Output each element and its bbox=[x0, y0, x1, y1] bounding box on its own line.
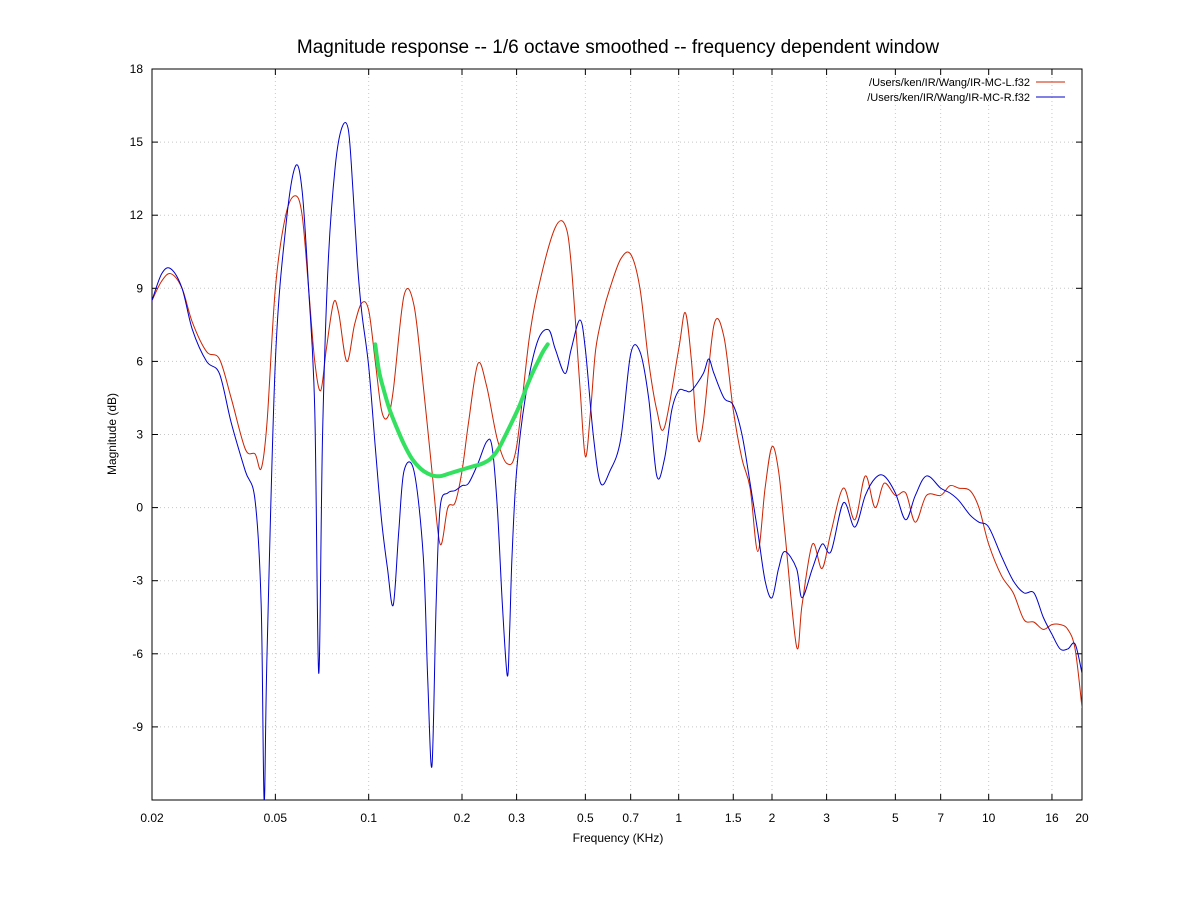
x-tick-label-1: 1 bbox=[675, 811, 682, 825]
chart-title: Magnitude response -- 1/6 octave smoothe… bbox=[297, 37, 939, 58]
series-left-channel-line bbox=[152, 195, 1082, 708]
y-axis-label: Magnitude (dB) bbox=[105, 393, 119, 475]
x-tick-label-0-02: 0.02 bbox=[140, 811, 164, 825]
x-tick-label-3: 3 bbox=[823, 811, 830, 825]
y-tick-label-6: -6 bbox=[132, 647, 143, 661]
x-tick-labels: 0.02 0.05 0.1 0.2 0.3 0.5 0.7 1 1.5 2 3 5 7 10 16 20 bbox=[140, 811, 1089, 825]
series-layer bbox=[152, 121, 1082, 800]
x-tick-label-10: 10 bbox=[982, 811, 996, 825]
x-tick-label-1-5: 1.5 bbox=[725, 811, 742, 825]
series-right-channel-line bbox=[152, 121, 1082, 800]
x-tick-label-0-5: 0.5 bbox=[577, 811, 594, 825]
annotation-green-curve bbox=[373, 342, 550, 479]
x-tick-label-20: 20 bbox=[1075, 811, 1089, 825]
x-tick-label-0-2: 0.2 bbox=[454, 811, 471, 825]
y-tick-label-12: 12 bbox=[130, 208, 144, 222]
x-tick-label-2: 2 bbox=[769, 811, 776, 825]
y-tick-labels: 18 15 12 9 6 3 0 -3 -6 -9 bbox=[130, 62, 144, 734]
x-tick-label-0-05: 0.05 bbox=[264, 811, 288, 825]
grid bbox=[152, 69, 1082, 800]
legend-label-right-channel: /Users/ken/IR/Wang/IR-MC-R.f32 bbox=[867, 92, 1030, 104]
y-tick-label-18: 18 bbox=[130, 62, 144, 76]
x-axis-label: Frequency (KHz) bbox=[573, 831, 664, 845]
y-tick-label-9: 9 bbox=[136, 281, 143, 295]
x-tick-label-7: 7 bbox=[937, 811, 944, 825]
x-tick-label-5: 5 bbox=[892, 811, 899, 825]
y-tick-label-0: 0 bbox=[136, 501, 143, 515]
y-tick-label-15: 15 bbox=[130, 135, 144, 149]
y-tick-label-3: -3 bbox=[132, 574, 143, 588]
y-tick-label-3: 3 bbox=[136, 428, 143, 442]
x-tick-label-0-1: 0.1 bbox=[360, 811, 377, 825]
legend-label-left-channel: /Users/ken/IR/Wang/IR-MC-L.f32 bbox=[869, 77, 1030, 89]
x-tick-label-16: 16 bbox=[1045, 811, 1059, 825]
y-tick-label-9: -9 bbox=[132, 720, 143, 734]
x-tick-label-0-7: 0.7 bbox=[622, 811, 639, 825]
axis-ticks bbox=[151, 68, 1083, 800]
x-tick-label-0-3: 0.3 bbox=[508, 811, 525, 825]
legend: /Users/ken/IR/Wang/IR-MC-L.f32 /Users/ke… bbox=[867, 77, 1065, 104]
y-tick-label-6: 6 bbox=[136, 354, 143, 368]
